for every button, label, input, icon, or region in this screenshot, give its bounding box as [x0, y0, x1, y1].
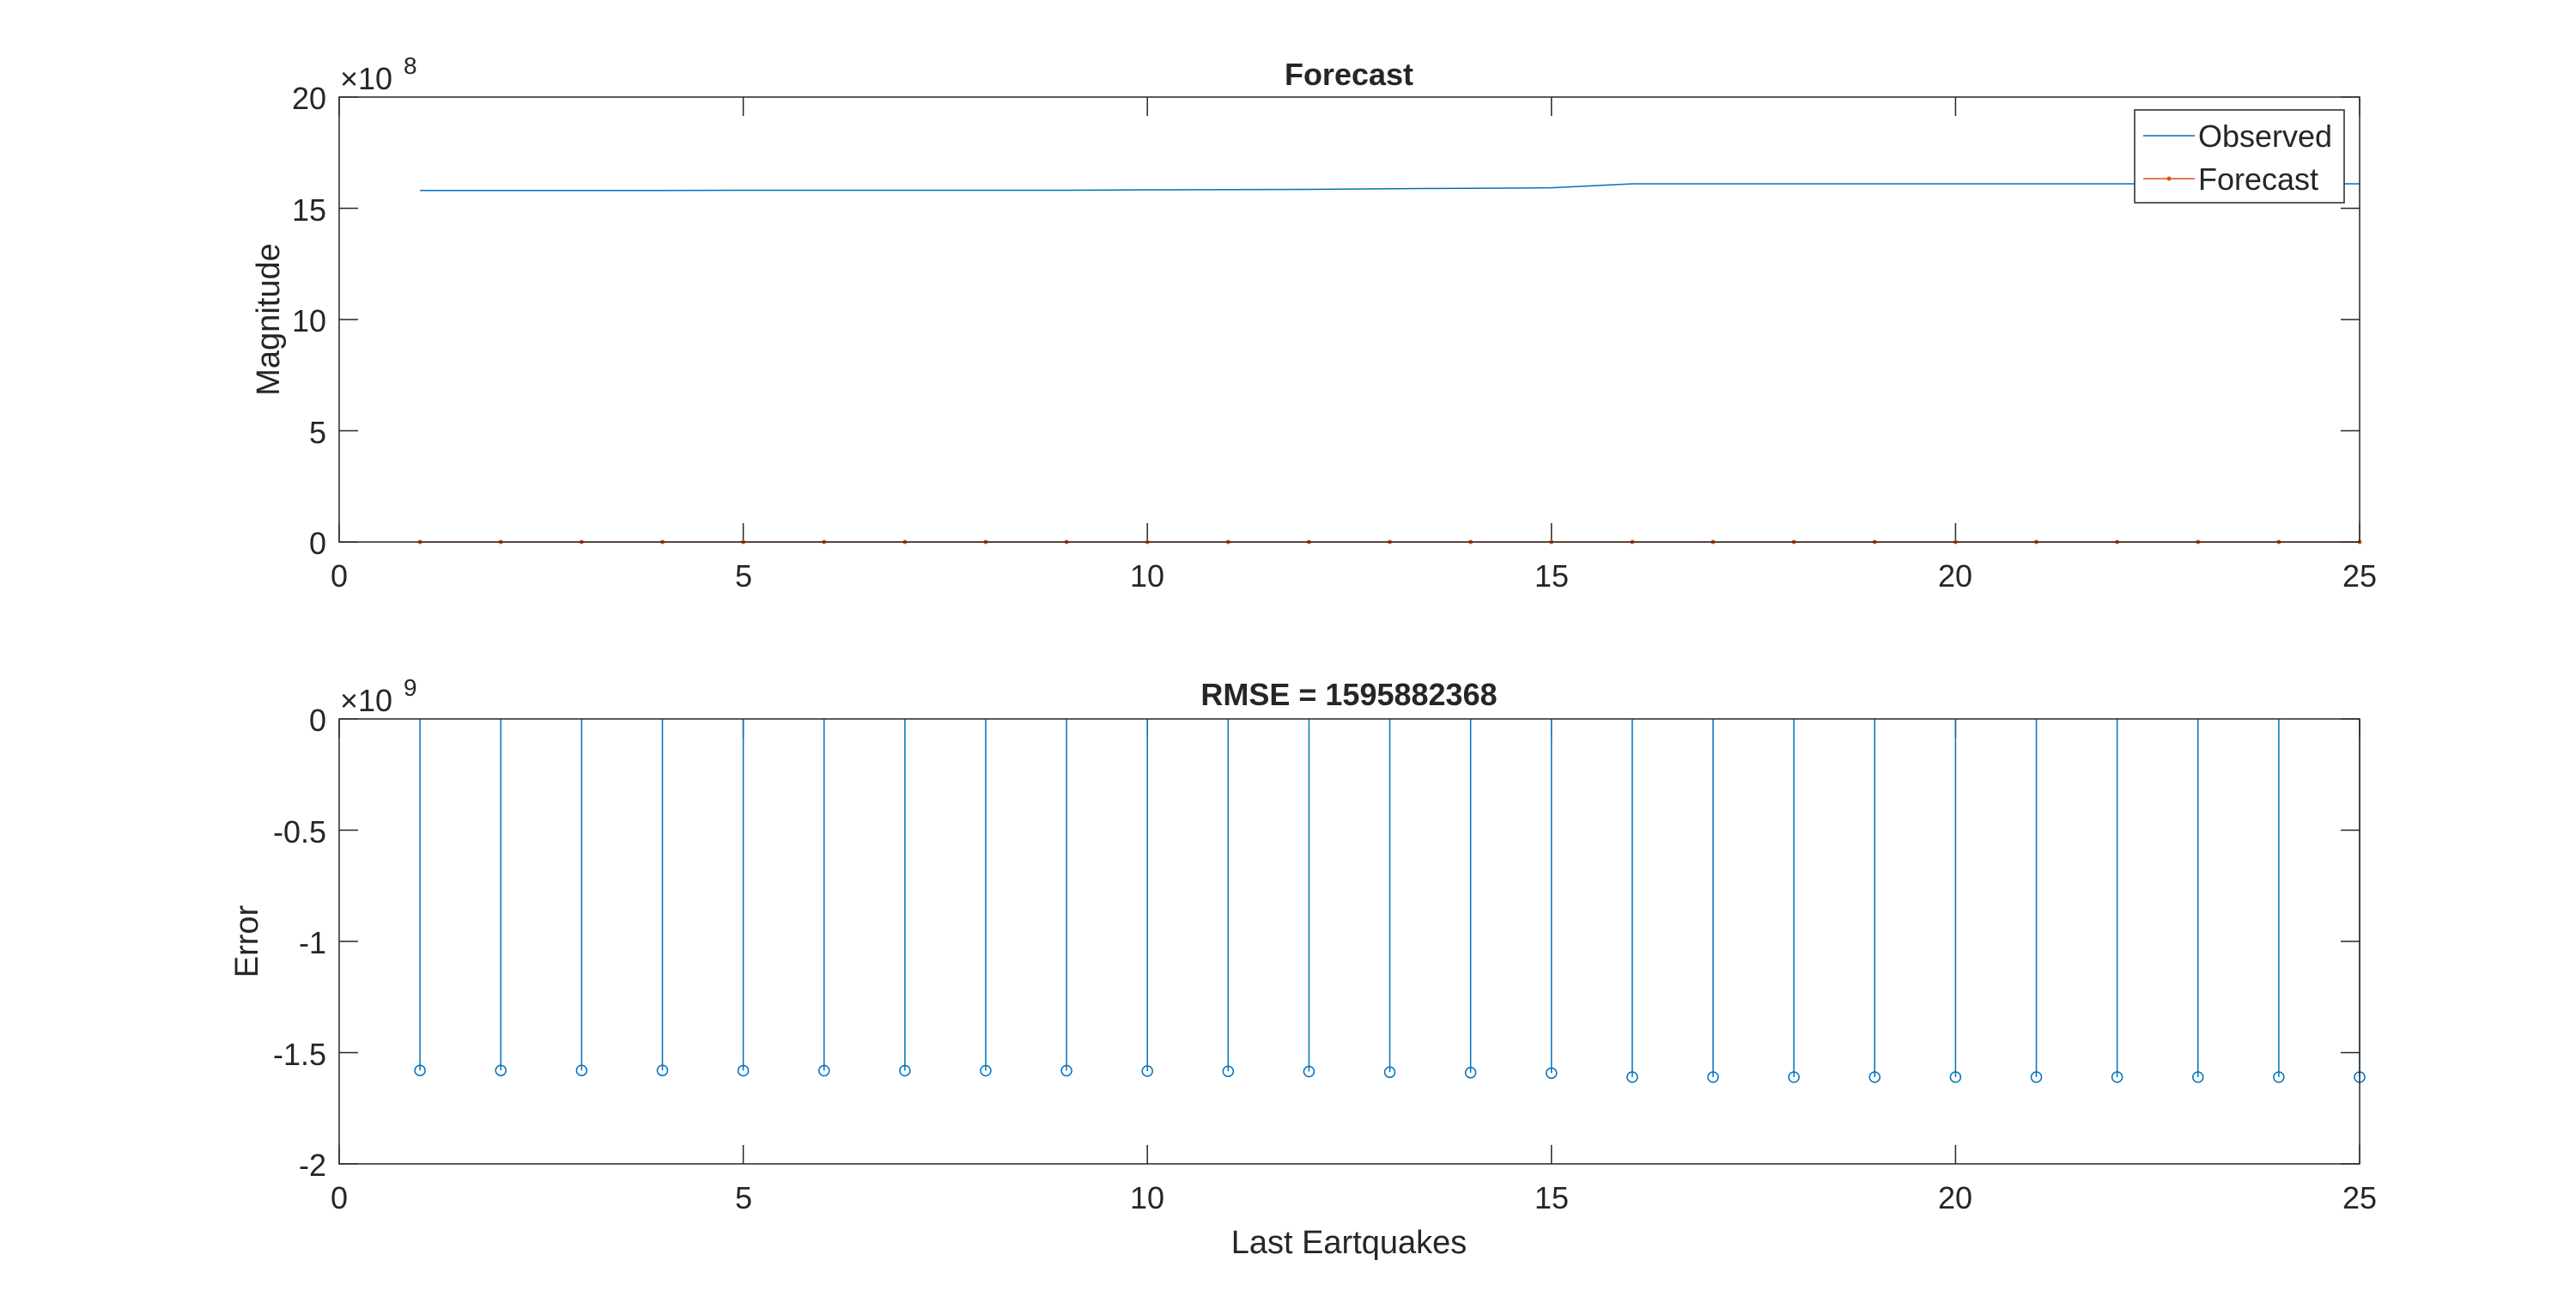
legend-box	[2134, 109, 2345, 204]
forecast-ytick-label: 10	[292, 303, 326, 338]
forecast-legend: Observed Forecast	[2134, 109, 2345, 204]
forecast-plot-area	[339, 97, 2360, 542]
forecast-title: Forecast	[1285, 57, 1413, 92]
error-ylabel: Error	[229, 904, 265, 977]
error-stem-marker	[1546, 1067, 1558, 1080]
error-stem-marker	[414, 1064, 426, 1076]
error-xtick-label: 20	[1938, 1180, 1972, 1215]
forecast-y-exponent-prefix: ×10	[340, 61, 392, 96]
error-stem-marker	[1949, 1071, 1962, 1083]
legend-label-forecast: Forecast	[2198, 161, 2318, 197]
error-stem-marker	[1707, 1071, 1719, 1083]
error-axes: RMSE = 1595882368 Error Last Eartquakes …	[229, 674, 2377, 1261]
forecast-y-exponent-base: ×10	[340, 61, 392, 96]
error-stem-marker	[1141, 1065, 1153, 1077]
error-stem-marker	[737, 1064, 750, 1077]
forecast-xtick-label: 0	[331, 558, 348, 594]
error-stem-marker	[1464, 1067, 1477, 1079]
error-stem-marker	[899, 1064, 911, 1077]
error-stem-marker	[2111, 1071, 2123, 1083]
error-axes-box	[338, 718, 2360, 1165]
error-stem-marker	[1303, 1065, 1315, 1078]
error-y-exponent-prefix: ×10	[340, 683, 392, 718]
error-xtick-label: 15	[1534, 1180, 1569, 1215]
error-title: RMSE = 1595882368	[1200, 677, 1497, 712]
forecast-xtick-label: 10	[1130, 558, 1164, 594]
error-xtick-label: 25	[2342, 1180, 2377, 1215]
error-stem-marker	[2273, 1071, 2285, 1083]
error-plot-area	[339, 719, 2360, 1164]
forecast-xtick-label: 15	[1534, 558, 1569, 594]
error-xtick-label: 0	[331, 1180, 348, 1215]
error-ytick-label: -2	[299, 1148, 326, 1183]
error-xtick-label: 5	[735, 1180, 752, 1215]
error-stem-marker	[1788, 1071, 1800, 1083]
error-stem-marker	[2030, 1071, 2043, 1083]
forecast-axes-box	[338, 96, 2360, 543]
error-ytick-label: -0.5	[273, 814, 326, 849]
error-stem-marker	[2192, 1071, 2204, 1083]
forecast-y-exponent-power: 8	[404, 52, 417, 79]
error-y-exponent-power: 9	[404, 674, 417, 701]
legend-label-observed: Observed	[2198, 119, 2332, 154]
error-xtick-label: 10	[1130, 1180, 1164, 1215]
forecast-ytick-label: 0	[309, 526, 326, 561]
error-ytick-label: -1.5	[273, 1037, 326, 1072]
error-xlabel: Last Eartquakes	[1231, 1225, 1467, 1261]
error-y-exponent-base: ×10	[340, 683, 392, 718]
error-series-group	[414, 719, 2366, 1083]
series-line-observed	[420, 183, 2360, 192]
error-stem-marker	[575, 1064, 588, 1076]
forecast-ylabel: Magnitude	[251, 243, 287, 395]
forecast-axes: Forecast Magnitude ×10 8 0 5 10 15 20 0 …	[251, 52, 2377, 594]
forecast-ytick-label: 15	[292, 192, 326, 228]
error-stem-marker	[656, 1064, 669, 1076]
error-stem-marker	[495, 1064, 507, 1076]
forecast-ytick-label: 20	[292, 81, 326, 116]
forecast-xtick-label: 25	[2342, 558, 2377, 594]
error-stem-marker	[1060, 1064, 1072, 1077]
forecast-xtick-label: 5	[735, 558, 752, 594]
error-ytick-label: 0	[309, 703, 326, 738]
error-stem-marker	[1383, 1066, 1396, 1079]
error-stem-marker	[1222, 1065, 1235, 1078]
error-stem-marker	[980, 1064, 992, 1077]
forecast-ytick-label: 5	[309, 415, 326, 450]
error-ytick-label: -1	[299, 925, 326, 960]
error-stem-marker	[817, 1064, 830, 1077]
error-stem-marker	[1626, 1071, 1638, 1083]
forecast-xtick-label: 20	[1938, 558, 1972, 594]
error-stem-marker	[1868, 1071, 1881, 1083]
legend-marker-forecast	[2166, 176, 2172, 181]
